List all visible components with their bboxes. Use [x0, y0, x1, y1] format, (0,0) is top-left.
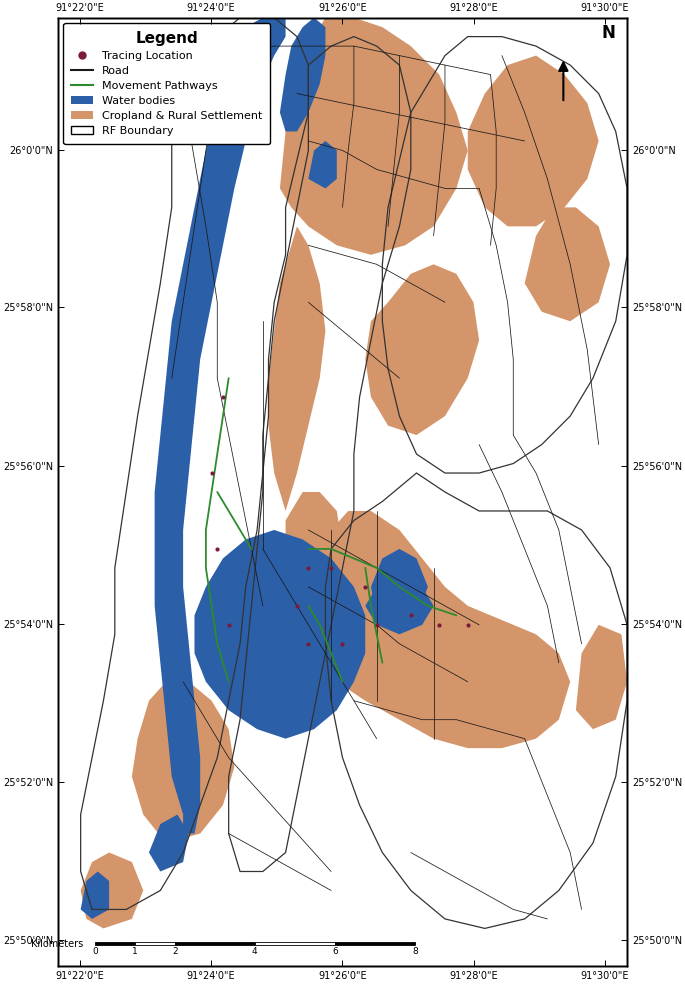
Text: 2: 2: [172, 947, 177, 955]
Bar: [255, 942, 335, 946]
Bar: [135, 942, 175, 946]
Legend: Tracing Location, Road, Movement Pathways, Water bodies, Cropland & Rural Settle: Tracing Location, Road, Movement Pathway…: [64, 24, 271, 144]
Text: 1: 1: [132, 947, 138, 955]
Text: 4: 4: [252, 947, 258, 955]
Text: 6: 6: [332, 947, 338, 955]
Text: N: N: [601, 25, 615, 42]
Text: 8: 8: [412, 947, 418, 955]
Text: 0: 0: [92, 947, 98, 955]
Text: Kilometers: Kilometers: [31, 939, 83, 949]
Bar: [335, 942, 415, 946]
Bar: [95, 942, 135, 946]
Bar: [175, 942, 255, 946]
